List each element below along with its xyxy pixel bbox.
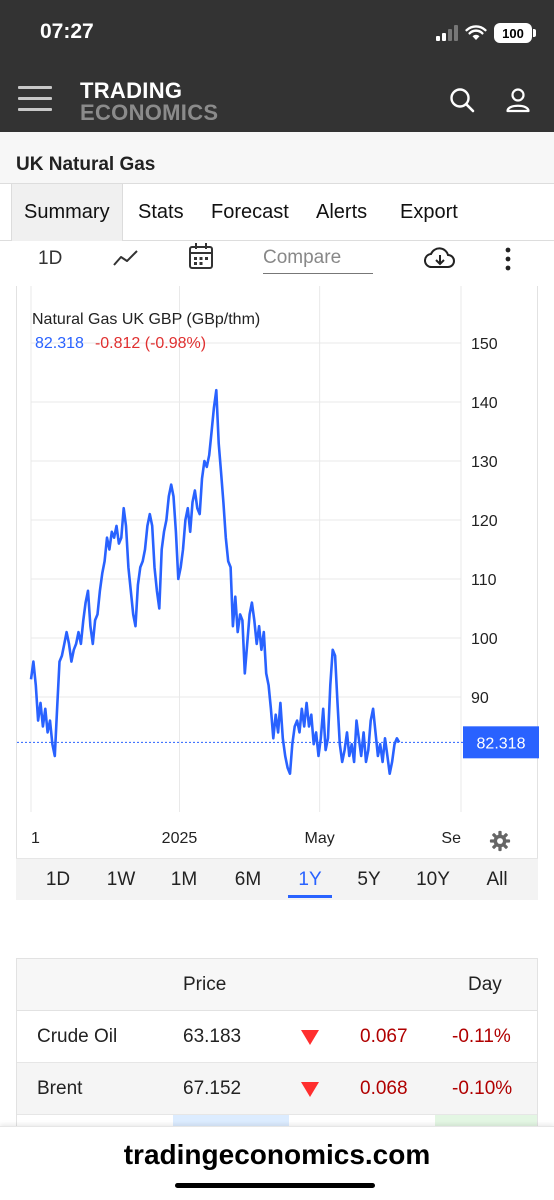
chart-values: 82.318 -0.812 (-0.98%): [35, 335, 206, 352]
commodity-change: 0.068: [360, 1078, 408, 1099]
tab-alerts[interactable]: Alerts: [316, 201, 368, 223]
y-tick-label: 120: [471, 513, 498, 530]
range-6m[interactable]: 6M: [234, 869, 262, 890]
last-value-badge: [463, 726, 539, 759]
cellular-signal-icon: [436, 25, 458, 41]
commodity-change: 0.067: [360, 1026, 408, 1047]
related-commodities-table: Price Day Crude Oil 63.183 0.067 -0.11% …: [16, 958, 538, 1129]
chart-settings-gear-icon[interactable]: [489, 830, 511, 852]
price-series-line: [29, 388, 401, 775]
y-tick-label: 140: [471, 395, 498, 412]
chart-title: Natural Gas UK GBP (GBp/thm): [32, 311, 260, 328]
range-5y[interactable]: 5Y: [357, 869, 381, 890]
next-row-highlight: [173, 1115, 289, 1129]
chart-last-value: 82.318: [35, 335, 84, 352]
range-1m[interactable]: 1M: [170, 869, 198, 890]
app-header: TRADING ECONOMICS: [0, 66, 554, 132]
tab-forecast[interactable]: Forecast: [211, 201, 289, 223]
line-chart-type-icon[interactable]: [112, 248, 140, 268]
table-row[interactable]: Crude Oil 63.183 0.067 -0.11%: [17, 1011, 537, 1063]
x-tick-label: Se: [441, 830, 461, 847]
col-header-price: Price: [183, 974, 227, 995]
commodity-price: 63.183: [183, 1026, 242, 1047]
more-options-icon[interactable]: [504, 247, 512, 271]
logo-line-2: ECONOMICS: [80, 100, 219, 125]
table-row[interactable]: Brent 67.152 0.068 -0.10%: [17, 1063, 537, 1115]
y-tick-label: 130: [471, 454, 498, 471]
table-header: Price Day: [17, 959, 537, 1011]
tab-summary[interactable]: Summary: [11, 184, 123, 241]
site-url[interactable]: tradingeconomics.com: [123, 1139, 431, 1170]
status-icons: 100: [436, 22, 536, 44]
range-10y[interactable]: 10Y: [416, 869, 450, 890]
interval-selector[interactable]: 1D: [38, 248, 63, 269]
x-tick-label: 1: [31, 830, 40, 847]
compare-input[interactable]: Compare: [263, 246, 373, 274]
chart-toolbar: 1D Compare: [16, 242, 538, 286]
commodity-change-pct: -0.11%: [452, 1026, 511, 1047]
commodity-name[interactable]: Brent: [37, 1078, 83, 1099]
range-selector: 1D 1W 1M 6M 1Y 5Y 10Y All: [16, 858, 538, 900]
page-title: UK Natural Gas: [16, 154, 156, 175]
next-row-highlight: [435, 1115, 537, 1129]
range-1d[interactable]: 1D: [45, 869, 71, 890]
y-tick-label: 90: [471, 690, 489, 707]
col-header-day: Day: [468, 974, 502, 995]
calendar-icon[interactable]: [188, 242, 214, 270]
y-tick-label: 100: [471, 631, 498, 648]
user-icon[interactable]: [504, 86, 532, 114]
tab-export[interactable]: Export: [400, 201, 458, 223]
download-cloud-icon[interactable]: [424, 246, 456, 270]
range-all[interactable]: All: [486, 869, 508, 890]
battery-level: 100: [502, 25, 524, 41]
x-tick-label: May: [305, 830, 335, 847]
price-chart: Natural Gas UK GBP (GBp/thm) 82.318 -0.81…: [16, 286, 539, 898]
status-bar: 07:27 100: [0, 0, 554, 66]
home-indicator: [175, 1183, 375, 1188]
page-title-bar: UK Natural Gas: [0, 132, 554, 184]
search-icon[interactable]: [448, 86, 476, 114]
y-tick-label: 150: [471, 336, 498, 353]
commodity-change-pct: -0.10%: [452, 1078, 513, 1099]
commodity-price: 67.152: [183, 1078, 242, 1099]
x-tick-label: 2025: [162, 830, 198, 847]
last-value-badge-label: 82.318: [477, 735, 526, 752]
range-1w[interactable]: 1W: [106, 869, 136, 890]
down-arrow-icon: [301, 1082, 319, 1097]
down-arrow-icon: [301, 1030, 319, 1045]
battery-icon: 100: [494, 23, 536, 43]
status-time: 07:27: [40, 20, 94, 43]
footer-bar: tradingeconomics.com: [0, 1126, 554, 1200]
tab-stats[interactable]: Stats: [138, 201, 184, 223]
menu-button[interactable]: [18, 84, 54, 114]
tab-bar: Summary Stats Forecast Alerts Export: [0, 184, 554, 241]
chart-change: -0.812 (-0.98%): [95, 335, 206, 352]
commodity-name[interactable]: Crude Oil: [37, 1026, 118, 1047]
chart-canvas[interactable]: Natural Gas UK GBP (GBp/thm) 82.318 -0.81…: [17, 286, 539, 858]
range-1y[interactable]: 1Y: [285, 859, 335, 901]
y-tick-label: 110: [471, 572, 497, 589]
logo-line-1: TRADING: [80, 78, 183, 103]
wifi-icon: [465, 25, 487, 40]
logo[interactable]: TRADING ECONOMICS: [80, 80, 218, 124]
